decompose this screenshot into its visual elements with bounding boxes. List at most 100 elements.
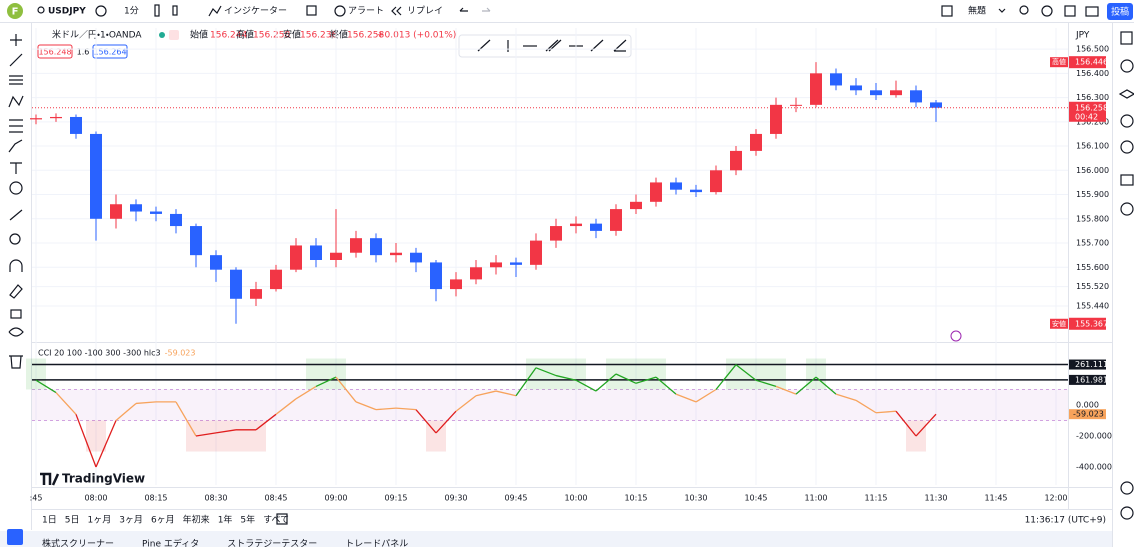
x-tick-label: 10:15 bbox=[624, 494, 647, 503]
range-button[interactable]: 5年 bbox=[240, 514, 255, 526]
candle-body bbox=[490, 262, 502, 268]
cci-line-segment bbox=[35, 379, 57, 394]
candle-body bbox=[510, 262, 522, 265]
range-button[interactable]: 6ヶ月 bbox=[151, 515, 175, 526]
candle-body bbox=[550, 226, 562, 241]
cci-line-segment bbox=[55, 392, 77, 415]
measure-tool[interactable] bbox=[9, 209, 23, 221]
alert-button[interactable]: アラート bbox=[348, 6, 384, 17]
icon-tool[interactable] bbox=[9, 181, 23, 195]
y-tick-label: 156.300 bbox=[1076, 93, 1109, 102]
settings-icon[interactable] bbox=[1041, 5, 1053, 17]
layout-name[interactable]: 無題 bbox=[968, 5, 986, 17]
bottom-tab[interactable]: トレードパネル bbox=[345, 539, 408, 550]
snapshot-icon[interactable] bbox=[1085, 6, 1099, 17]
stay-drawing-tool[interactable] bbox=[9, 284, 23, 299]
range-button[interactable]: すべて bbox=[263, 515, 289, 526]
cci-line-segment bbox=[315, 376, 337, 387]
candle-body bbox=[770, 104, 782, 134]
replay-icon[interactable] bbox=[391, 6, 402, 16]
y-tick-label: 155.700 bbox=[1076, 239, 1109, 248]
cci-line-segment bbox=[615, 373, 637, 384]
cci-oversold-fill bbox=[906, 420, 926, 452]
range-button[interactable]: 1ヶ月 bbox=[87, 515, 111, 526]
time-axis: :45 08:00 08:15 08:30 08:45 09:00 09:15 09:30 09… bbox=[30, 494, 1068, 503]
fullscreen-icon[interactable] bbox=[1064, 5, 1076, 17]
brush-tool[interactable] bbox=[8, 139, 23, 153]
search-icon[interactable] bbox=[37, 6, 45, 14]
candle-body bbox=[690, 189, 702, 193]
layers-icon[interactable] bbox=[1118, 89, 1134, 99]
chat-icon[interactable] bbox=[1120, 174, 1134, 186]
lock-tool[interactable] bbox=[10, 309, 22, 319]
cci-oversold-fill bbox=[86, 420, 106, 452]
layout-icon[interactable] bbox=[941, 5, 953, 17]
symbol[interactable]: USDJPY bbox=[48, 7, 86, 17]
chart-type-icon[interactable] bbox=[154, 4, 160, 17]
watchlist-star[interactable] bbox=[7, 529, 23, 545]
bottom-panel bbox=[0, 531, 1112, 547]
instrument: 米ドル／円・1・OANDA bbox=[52, 29, 142, 41]
range-button[interactable]: 1年 bbox=[218, 514, 233, 526]
interval[interactable]: 1分 bbox=[124, 6, 139, 17]
watchlist-icon[interactable] bbox=[1120, 31, 1133, 45]
avatar[interactable] bbox=[7, 3, 23, 19]
trend-line-tool[interactable] bbox=[9, 53, 23, 67]
candle-body bbox=[310, 245, 322, 260]
redo-icon[interactable] bbox=[482, 7, 491, 12]
data-flag bbox=[169, 30, 179, 40]
candle-body bbox=[610, 209, 622, 231]
cci-line-segment bbox=[115, 402, 137, 422]
bottom-tab[interactable]: ストラテジーテスター bbox=[227, 539, 317, 550]
bottom-tab[interactable]: 株式スクリーナー bbox=[42, 538, 114, 550]
undo-icon[interactable] bbox=[459, 7, 468, 12]
text-tool[interactable] bbox=[10, 162, 22, 174]
x-tick-label: 08:00 bbox=[84, 494, 107, 503]
buy-box[interactable] bbox=[92, 44, 128, 59]
compare-icon[interactable] bbox=[95, 5, 107, 17]
spread: 1.6 bbox=[77, 48, 90, 57]
sell-box[interactable] bbox=[37, 44, 73, 59]
fib-tool[interactable] bbox=[9, 75, 23, 85]
cci-overbought-fill bbox=[26, 358, 46, 390]
publish-button[interactable] bbox=[1107, 3, 1133, 20]
remove-tool[interactable] bbox=[9, 355, 23, 369]
notifications-icon[interactable] bbox=[1120, 506, 1134, 520]
bar-type-icon[interactable] bbox=[172, 5, 178, 16]
crosshair-tool[interactable] bbox=[10, 34, 22, 46]
pattern-tool[interactable] bbox=[8, 95, 24, 108]
indicator-icon[interactable] bbox=[208, 5, 222, 17]
templates-icon[interactable] bbox=[306, 5, 317, 16]
ideas-icon[interactable] bbox=[1120, 140, 1134, 154]
event-marker[interactable] bbox=[950, 330, 962, 342]
candle-body bbox=[210, 255, 222, 270]
news-icon[interactable] bbox=[1120, 202, 1134, 216]
magnet-tool[interactable] bbox=[9, 259, 23, 272]
forecast-tool[interactable] bbox=[9, 119, 23, 133]
cci-line-segment bbox=[75, 414, 97, 468]
help-icon[interactable] bbox=[1120, 481, 1134, 495]
zoom-tool[interactable] bbox=[9, 233, 21, 245]
replay-button[interactable]: リプレイ bbox=[407, 6, 443, 17]
candle-body bbox=[650, 182, 662, 202]
alert-icon[interactable] bbox=[334, 5, 346, 17]
quick-search[interactable] bbox=[1019, 5, 1029, 15]
date-range-icon[interactable] bbox=[276, 513, 288, 525]
bottom-tab[interactable]: Pine エディタ bbox=[142, 538, 199, 550]
hotlist-icon[interactable] bbox=[1120, 114, 1134, 128]
hide-tool[interactable] bbox=[8, 327, 24, 337]
alerts-icon[interactable] bbox=[1120, 59, 1134, 73]
range-button[interactable]: 1日 bbox=[42, 515, 57, 526]
candle-body bbox=[730, 150, 742, 171]
layout-menu[interactable] bbox=[998, 8, 1006, 13]
range-button[interactable]: 年初来 bbox=[183, 514, 210, 526]
candle-body bbox=[890, 90, 902, 96]
cci-line-segment bbox=[855, 399, 877, 414]
floating-toolbar bbox=[458, 34, 632, 58]
candle-body bbox=[430, 262, 442, 290]
indicators-button[interactable]: インジケーター bbox=[224, 6, 287, 17]
range-button[interactable]: 3ヶ月 bbox=[119, 515, 143, 526]
range-button[interactable]: 5日 bbox=[65, 515, 80, 526]
